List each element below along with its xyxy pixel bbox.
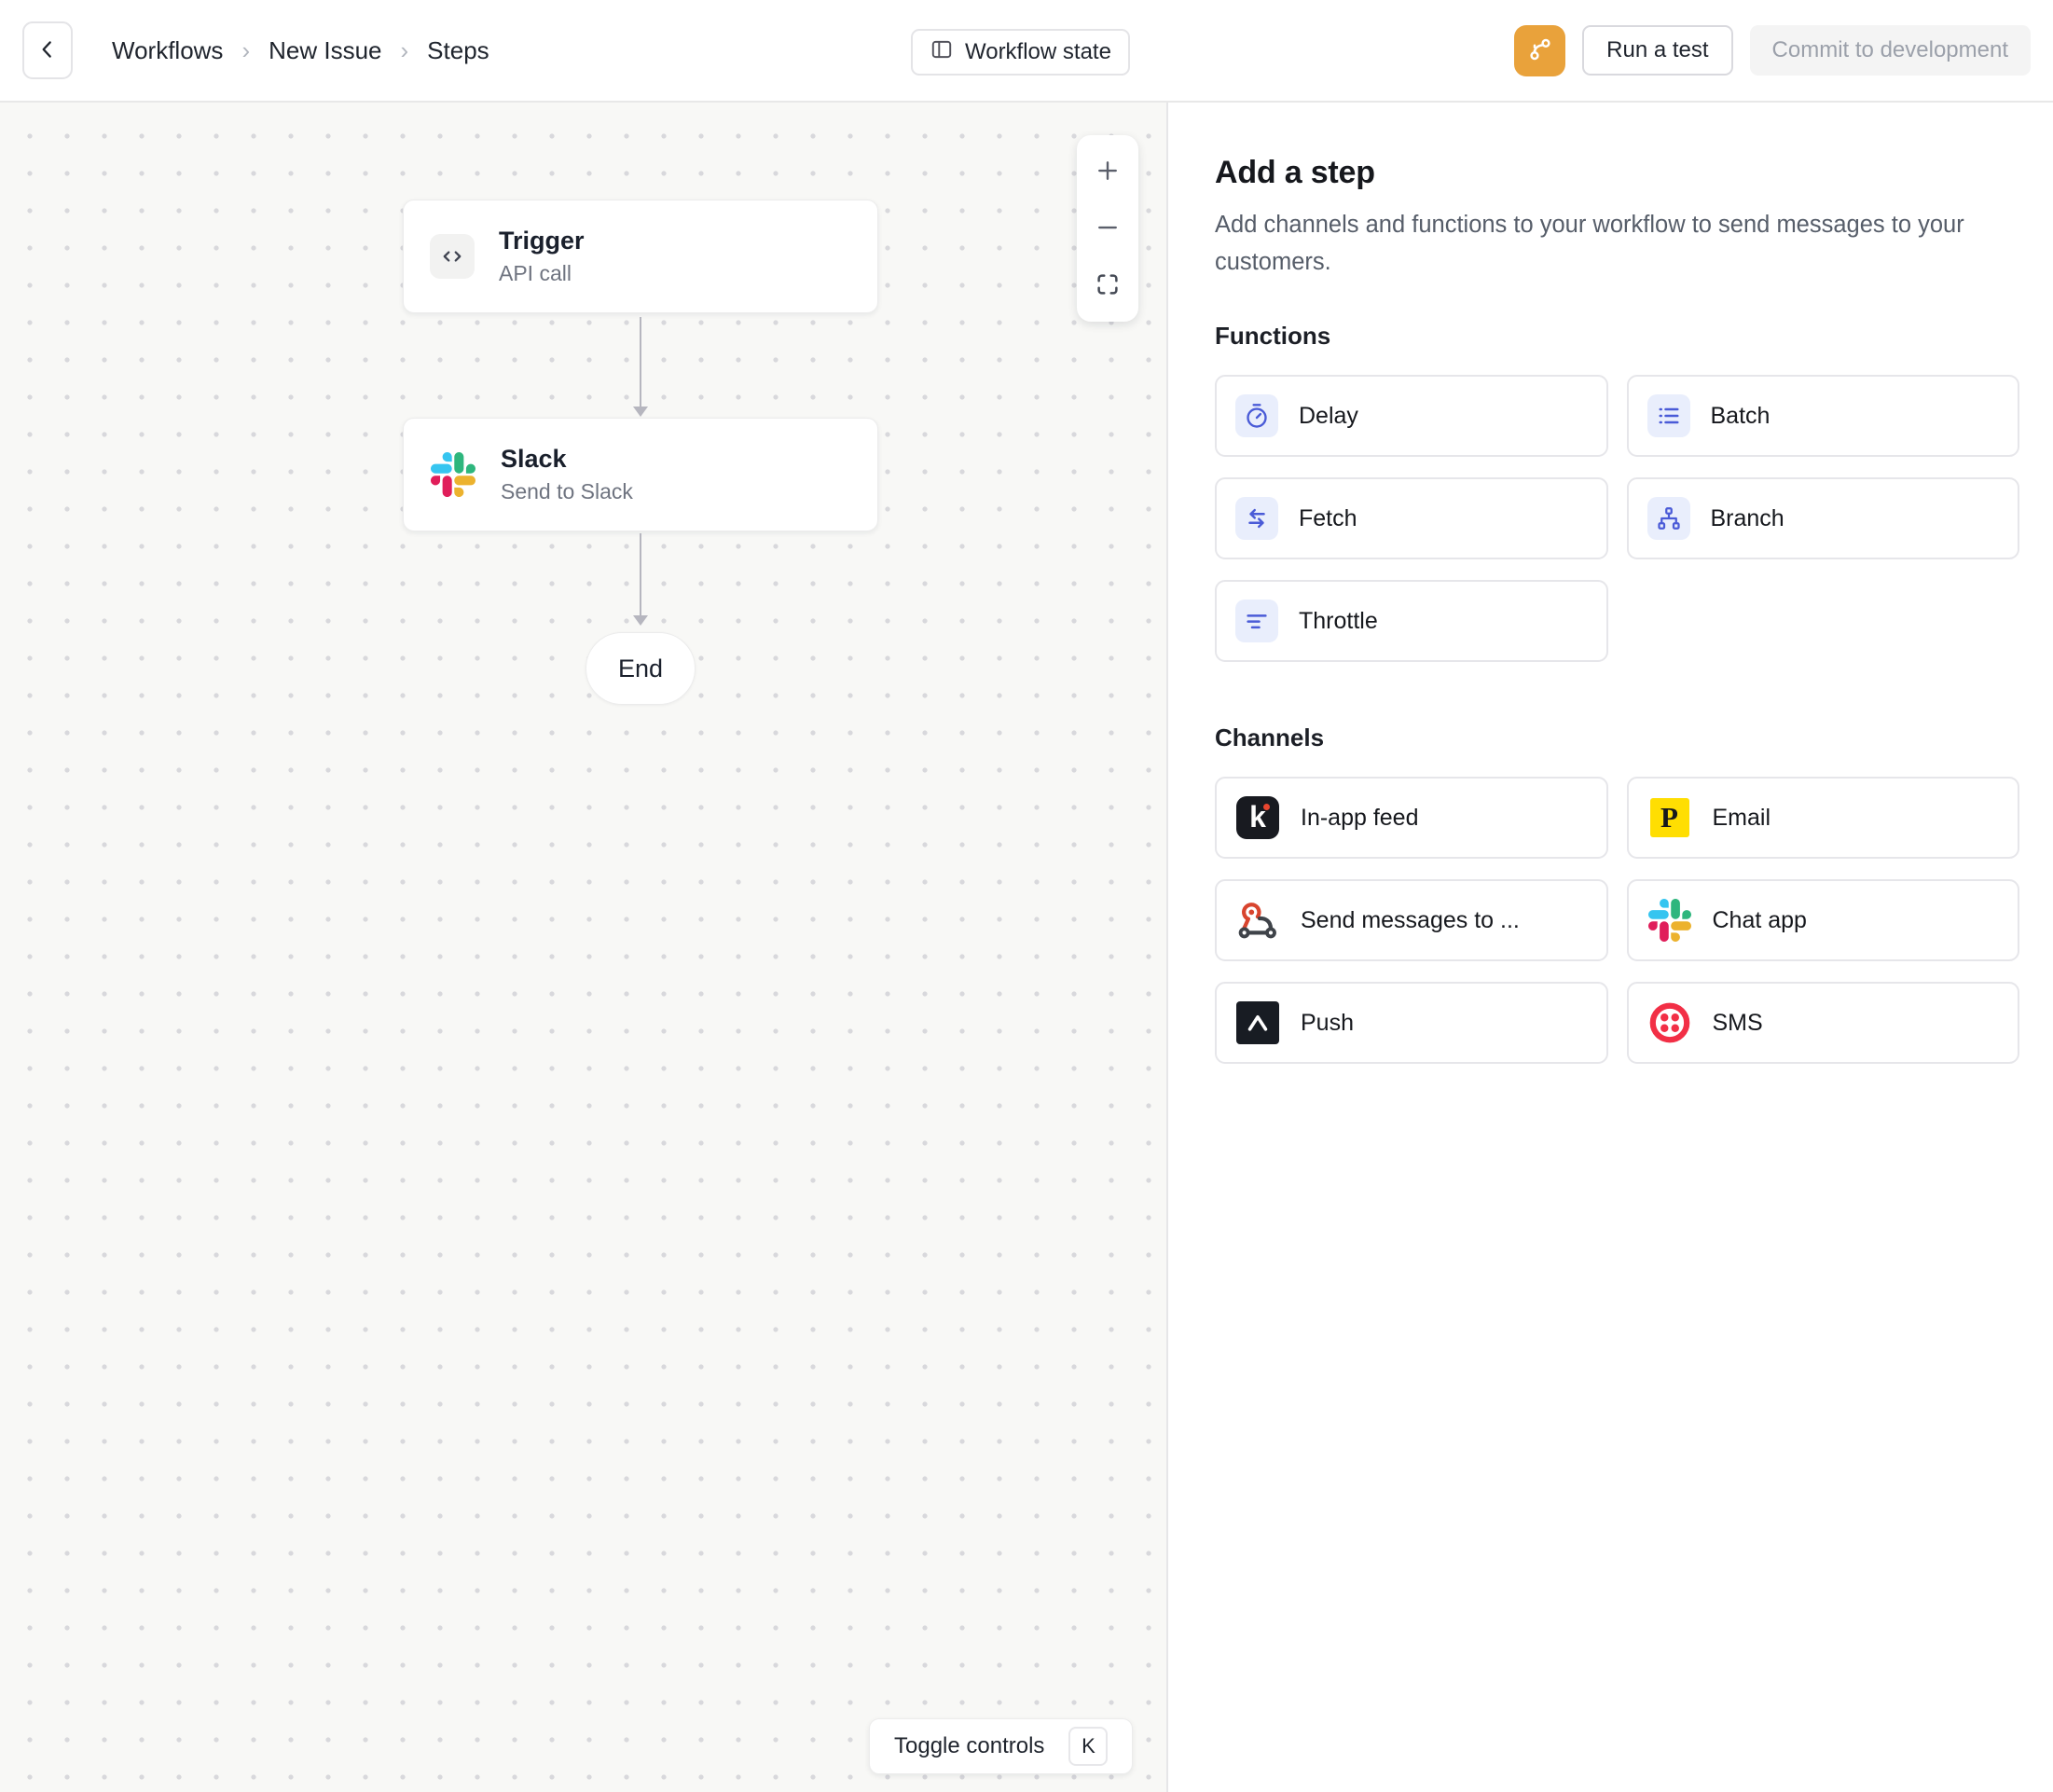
channel-card-push[interactable]: Push [1215, 982, 1608, 1064]
card-label: Email [1712, 804, 1771, 831]
add-step-panel: Add a step Add channels and functions to… [1170, 103, 2053, 1792]
card-label: SMS [1712, 1009, 1763, 1036]
card-label: Send messages to ... [1301, 906, 1520, 933]
functions-grid: Delay Batch Fetch Branch Throttle [1215, 375, 2019, 662]
stopwatch-icon [1235, 394, 1278, 437]
knock-logo-icon: k [1235, 795, 1280, 840]
expo-logo-icon [1235, 1000, 1280, 1045]
slack-node-texts: Slack Send to Slack [501, 445, 633, 504]
channel-card-in-app-feed[interactable]: k In-app feed [1215, 777, 1608, 859]
side-panel-icon [930, 37, 954, 68]
header-actions: Run a test Commit to development [1514, 24, 2031, 76]
breadcrumb-workflows[interactable]: Workflows [112, 35, 224, 64]
plus-icon [1094, 157, 1122, 187]
end-node: End [586, 632, 696, 705]
commit-status-button[interactable] [1514, 24, 1566, 76]
card-label: In-app feed [1301, 804, 1419, 831]
zoom-out-button[interactable] [1077, 205, 1138, 252]
chevron-left-icon [35, 37, 60, 64]
card-label: Fetch [1299, 504, 1357, 531]
channel-card-chat-app[interactable]: Chat app [1626, 879, 2019, 961]
postmark-logo-icon: P [1647, 795, 1692, 840]
run-test-button[interactable]: Run a test [1582, 25, 1733, 76]
channel-card-email[interactable]: P Email [1626, 777, 2019, 859]
git-branch-icon [1526, 35, 1554, 66]
node-subtitle: Send to Slack [501, 479, 633, 503]
slack-icon [430, 451, 476, 498]
edge-arrowhead [633, 407, 648, 417]
edge-line [640, 533, 641, 615]
toggle-controls-button[interactable]: Toggle controls K [869, 1718, 1134, 1774]
function-card-delay[interactable]: Delay [1215, 375, 1608, 457]
functions-heading: Functions [1215, 322, 1331, 350]
keyboard-shortcut-badge: K [1068, 1727, 1109, 1766]
card-label: Push [1301, 1009, 1354, 1036]
card-label: Throttle [1299, 607, 1378, 634]
node-subtitle: API call [499, 261, 572, 285]
back-button[interactable] [22, 21, 73, 79]
trigger-node-texts: Trigger API call [499, 227, 585, 286]
function-card-throttle[interactable]: Throttle [1215, 580, 1608, 662]
channel-card-webhook[interactable]: Send messages to ... [1215, 879, 1608, 961]
workflow-canvas[interactable]: Trigger API call Slack Send to Slack End [0, 103, 1168, 1792]
breadcrumb: Workflows › New Issue › Steps [112, 36, 489, 65]
node-title: Trigger [499, 227, 585, 255]
breadcrumb-separator: › [241, 35, 251, 64]
function-card-fetch[interactable]: Fetch [1215, 477, 1608, 559]
swap-arrows-icon [1235, 497, 1278, 540]
slack-node[interactable]: Slack Send to Slack [403, 418, 878, 531]
zoom-controls [1077, 135, 1138, 322]
fit-view-icon [1094, 270, 1122, 301]
toggle-controls-label: Toggle controls [894, 1733, 1045, 1758]
edge-arrowhead [633, 615, 648, 626]
function-card-branch[interactable]: Branch [1626, 477, 2019, 559]
slack-logo-icon [1647, 898, 1692, 943]
edge-line [640, 317, 641, 407]
code-icon [430, 234, 475, 279]
card-label: Delay [1299, 402, 1358, 429]
workflow-state-label: Workflow state [965, 39, 1111, 64]
filter-lines-icon [1235, 600, 1278, 642]
channels-grid: k In-app feed P Email [1215, 777, 2019, 1064]
panel-title: Add a step [1215, 155, 1375, 190]
minus-icon [1094, 214, 1122, 244]
node-title: Slack [501, 445, 567, 473]
hierarchy-icon [1647, 497, 1690, 540]
twilio-logo-icon [1647, 1000, 1692, 1045]
top-header: Workflows › New Issue › Steps Workflow s… [0, 0, 2053, 103]
card-label: Batch [1710, 402, 1771, 429]
panel-description: Add channels and functions to your workf… [1215, 212, 1964, 275]
card-label: Chat app [1712, 906, 1807, 933]
workflow-state-button[interactable]: Workflow state [911, 29, 1130, 76]
channels-heading: Channels [1215, 724, 1325, 751]
breadcrumb-new-issue[interactable]: New Issue [269, 35, 382, 64]
function-card-batch[interactable]: Batch [1626, 375, 2019, 457]
zoom-in-button[interactable] [1077, 148, 1138, 195]
webhook-logo-icon [1235, 898, 1280, 943]
breadcrumb-steps[interactable]: Steps [427, 35, 489, 64]
card-label: Branch [1710, 504, 1784, 531]
trigger-node[interactable]: Trigger API call [403, 200, 878, 313]
list-icon [1647, 394, 1690, 437]
commit-to-development-button[interactable]: Commit to development [1749, 25, 2031, 76]
channel-card-sms[interactable]: SMS [1626, 982, 2019, 1064]
fit-view-button[interactable] [1077, 262, 1138, 309]
breadcrumb-separator: › [400, 35, 409, 64]
